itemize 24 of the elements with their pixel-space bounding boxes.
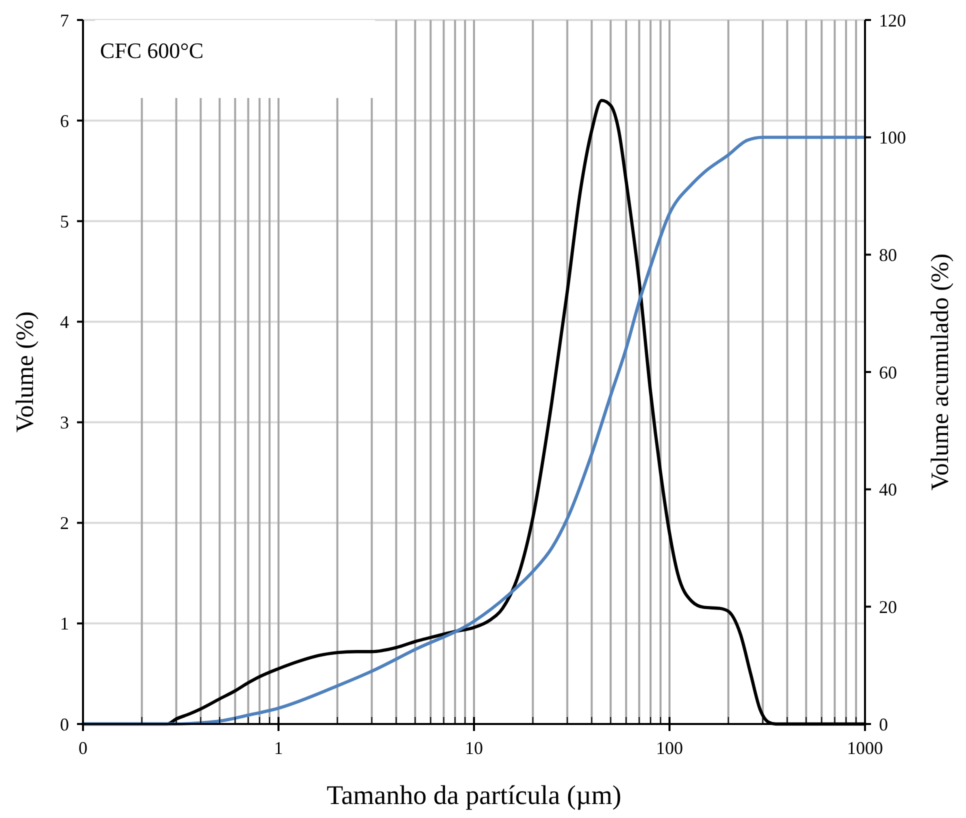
y2-tick-label: 0 — [879, 714, 888, 734]
x-axis-title: Tamanho da partícula (µm) — [326, 780, 622, 810]
y2-tick-label: 60 — [879, 362, 897, 382]
x-tick-label: 10 — [465, 738, 483, 758]
y-tick-label: 5 — [60, 211, 69, 232]
y-tick-label: 7 — [60, 10, 69, 30]
y2-axis-title: Volume acumulado (%) — [927, 254, 954, 490]
y-tick-label: 4 — [60, 312, 69, 332]
x-tick-label: 0 — [78, 738, 88, 758]
y-tick-label: 3 — [60, 412, 69, 433]
y2-tick-label: 40 — [879, 480, 897, 500]
y-tick-label: 1 — [60, 614, 69, 634]
x-tick-label: 1000 — [847, 738, 883, 758]
y2-tick-label: 80 — [879, 244, 897, 265]
x-tick-label: 1 — [274, 738, 283, 758]
y2-tick-label: 100 — [879, 128, 906, 148]
y2-tick-label: 120 — [879, 10, 906, 30]
y-tick-label: 2 — [60, 513, 69, 534]
y2-tick-label: 20 — [879, 596, 897, 617]
annotation: CFC 600°C — [100, 38, 204, 63]
y-tick-label: 6 — [60, 110, 69, 131]
y-tick-label: 0 — [60, 714, 69, 734]
x-tick-label: 100 — [656, 738, 683, 758]
y-axis-title: Volume (%) — [12, 311, 39, 433]
